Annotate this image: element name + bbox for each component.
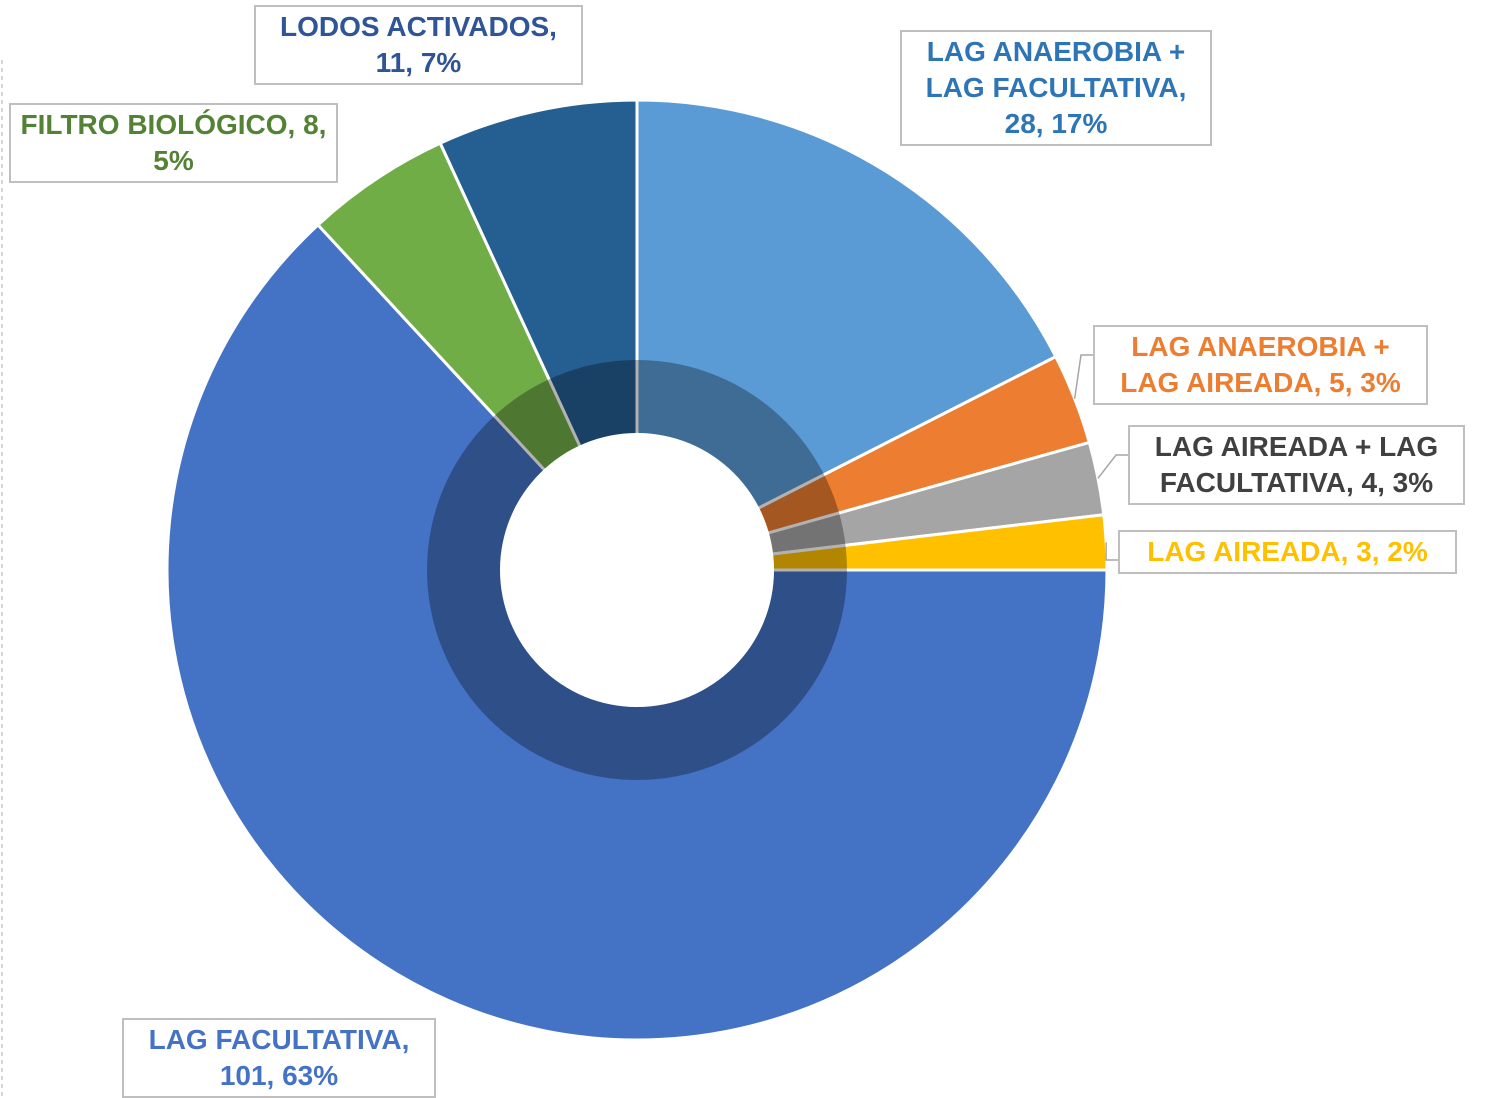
leader-line: [1097, 454, 1128, 479]
data-label: LAG AIREADA, 3, 2%: [1118, 530, 1457, 574]
data-label: LAG ANAEROBIA + LAG FACULTATIVA, 28, 17%: [900, 30, 1212, 146]
data-label: LAG ANAEROBIA + LAG AIREADA, 5, 3%: [1093, 325, 1428, 405]
data-label: LAG AIREADA + LAG FACULTATIVA, 4, 3%: [1128, 425, 1465, 505]
data-label: LAG FACULTATIVA, 101, 63%: [122, 1018, 436, 1098]
data-label: LODOS ACTIVADOS, 11, 7%: [254, 5, 583, 85]
inner-ring-shade: [427, 360, 847, 780]
donut-hole: [500, 433, 774, 707]
leader-line: [1073, 354, 1093, 399]
leader-line: [1105, 542, 1118, 561]
data-label: FILTRO BIOLÓGICO, 8, 5%: [9, 103, 338, 183]
pie-slice: [635, 98, 1058, 573]
